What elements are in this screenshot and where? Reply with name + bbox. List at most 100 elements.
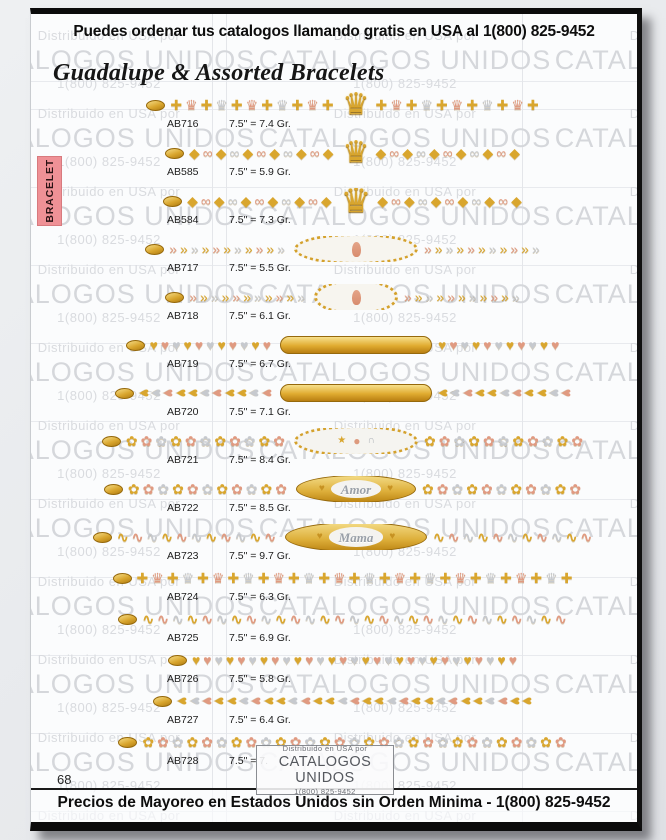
chain-link-icon: ✚ bbox=[560, 570, 576, 586]
product-code: AB720 bbox=[167, 406, 199, 418]
chain-link-icon: ✚ bbox=[439, 570, 455, 586]
product-size-weight: 7.5" = 6.1 Gr. bbox=[229, 310, 291, 322]
chain-link-icon: ∿ bbox=[481, 611, 496, 627]
chain-link-icon: ✿ bbox=[245, 481, 261, 497]
chain-link-icon: » bbox=[243, 289, 255, 305]
bracelet-center-amor-plate: ♥ Amor ♥ bbox=[296, 476, 416, 502]
chain-link-icon: ∿ bbox=[363, 611, 379, 627]
chain-link-icon: ∞ bbox=[496, 145, 510, 161]
chain-link-icon: » bbox=[212, 241, 224, 257]
chain-link-icon: ✚ bbox=[409, 570, 424, 586]
chain-link-icon: ∿ bbox=[220, 529, 235, 545]
guadalupe-figure-icon bbox=[351, 289, 361, 305]
chain-link-icon: ♥ bbox=[172, 337, 184, 353]
chain-link-icon: ✿ bbox=[541, 433, 557, 449]
chain-link-icon: ◆ bbox=[511, 193, 525, 209]
page-number: 68 bbox=[57, 772, 72, 787]
chain-link-icon: ∿ bbox=[491, 529, 507, 545]
clasp-icon bbox=[164, 147, 184, 159]
chain-link-icon: ♛ bbox=[423, 570, 440, 586]
product-size-weight: 7.5" = 7.1 Gr. bbox=[229, 406, 291, 418]
product-code: AB718 bbox=[167, 310, 199, 322]
chain-link-icon: ◆ bbox=[430, 193, 445, 209]
chain-link-icon: ♛ bbox=[151, 570, 167, 586]
chain-link-icon: ♥ bbox=[471, 337, 484, 353]
guadalupe-figure-icon bbox=[351, 241, 361, 257]
watermark-text: Distribuido en USA por bbox=[629, 652, 642, 667]
chain-link-icon: ✿ bbox=[199, 433, 215, 449]
chain-link-icon: » bbox=[297, 289, 308, 305]
chain-link-icon: ∿ bbox=[540, 611, 555, 627]
chain-link-icon: ∞ bbox=[389, 145, 403, 161]
chain-link-icon: ∿ bbox=[171, 611, 187, 627]
bracelet-image: ✚ ♛ ✚ ♛ ✚ ♛ ✚ ♛ ✚ ♛ ✚ ♛ ✚ ♛ ✚ ♛ ✚ ♛ ✚ ♛ ✚ ♛ ✚ ♛ ✚ ♛ ✚ ♛ ✚ bbox=[59, 565, 629, 591]
chain-link-icon: ∿ bbox=[131, 529, 147, 545]
watermark-text: Distribuido en USA por bbox=[629, 106, 642, 121]
chain-link-icon: ✿ bbox=[510, 481, 526, 497]
chain-link-icon: ∿ bbox=[451, 611, 467, 627]
watermark-text: Distribuido en USA por bbox=[629, 574, 642, 589]
product-code: AB725 bbox=[167, 632, 199, 644]
chain-link-icon: ∿ bbox=[378, 611, 393, 627]
chain-link-icon: ∿ bbox=[495, 611, 511, 627]
chain-link-icon: ♥ bbox=[474, 652, 487, 668]
chain-link-icon: ♛ bbox=[481, 97, 497, 113]
chain-link-icon: ✿ bbox=[438, 433, 454, 449]
product-code: AB719 bbox=[167, 358, 199, 370]
chain-link-icon: ♛ bbox=[306, 97, 322, 113]
chain-link-icon: ✚ bbox=[257, 570, 273, 586]
chain-link-icon: » bbox=[521, 241, 532, 257]
chain-link-icon: ♛ bbox=[211, 570, 228, 586]
watermark-text: CATALOGOS UNIDOS bbox=[555, 825, 642, 831]
chain-link-icon: ✿ bbox=[186, 734, 202, 750]
chain-link-icon: » bbox=[456, 241, 468, 257]
chain-link-icon: ♥ bbox=[551, 337, 563, 353]
chain-link-icon: ✿ bbox=[437, 734, 452, 750]
chain-link-icon: ✚ bbox=[500, 570, 515, 586]
chain-link-icon: ✚ bbox=[405, 97, 421, 113]
chain-link-icon: ✿ bbox=[422, 481, 437, 497]
product-list: ✚ ♛ ✚ ♛ ✚ ♛ ✚ ♛ ✚ ♛ ✚ ♛ ✚ ♛ ✚ ♛ ✚ ♛ ✚ ♛ ✚ ♛ ✚ AB716 7.5" = 7.4 G… bbox=[59, 84, 629, 769]
chain-link-icon: » bbox=[244, 241, 256, 257]
page-header-text: Puedes ordenar tus catalogos llamando gr… bbox=[73, 23, 595, 40]
chain-link-icon: ♛ bbox=[393, 570, 410, 586]
chain-link-icon: ✚ bbox=[436, 97, 451, 113]
chain-link-icon: ♥ bbox=[429, 652, 441, 668]
chain-link-icon: ∿ bbox=[477, 529, 492, 545]
chain-link-icon: » bbox=[436, 289, 448, 305]
product-label: AB585 7.5" = 5.9 Gr. bbox=[59, 166, 629, 180]
category-tab-label: BRACELET bbox=[43, 159, 56, 223]
plate-script-text: Amor bbox=[330, 479, 382, 499]
chain-link-icon: » bbox=[501, 289, 512, 305]
chain-link-icon: ✚ bbox=[469, 570, 485, 586]
chain-link-icon: ♛ bbox=[511, 97, 527, 113]
chain-link-icon: ✿ bbox=[231, 481, 246, 497]
product-size-weight: 7.5" = 7.3 Gr. bbox=[229, 214, 291, 226]
chain-link-icon: ∿ bbox=[230, 611, 246, 627]
chain-link-icon: ◆ bbox=[375, 145, 390, 161]
product-row: »»»»»»»»»»»»»»»»»»»»»» AB717 7.5" = 5.5 Gr… bbox=[59, 228, 629, 276]
chain-link-icon: ♥ bbox=[271, 652, 283, 668]
product-label: AB716 7.5" = 7.4 Gr. bbox=[59, 118, 629, 132]
chain-link-icon: ♥ bbox=[406, 652, 419, 668]
chain-link-icon: ♛ bbox=[514, 570, 531, 586]
chain-link-icon: ♥ bbox=[449, 337, 461, 353]
chain-link-icon: ◆ bbox=[294, 193, 308, 209]
product-code: AB723 bbox=[167, 550, 199, 562]
chain-link-icon: ✿ bbox=[392, 734, 408, 750]
chain-link-icon: ♥ bbox=[225, 652, 238, 668]
product-size-weight: 7.5" = 8.5 Gr. bbox=[229, 502, 291, 514]
bracelet-image: ◆ ∞ ◆ ∞ ◆ ∞ ◆ ∞ ◆ ∞ ◆ ♛ ◆ ∞ ◆ ∞ ◆ ∞ ◆ ∞ ◆ ∞ ◆ bbox=[59, 140, 629, 166]
chain-link-icon: ♥ bbox=[237, 652, 249, 668]
chain-link-icon: ✿ bbox=[184, 433, 200, 449]
bracelet-image: »»»»»»»»»»»»»»»»»»»»»» bbox=[59, 236, 629, 262]
chain-link-icon: ✿ bbox=[481, 734, 496, 750]
bracelet-center-guadalupe-oval bbox=[314, 284, 398, 310]
chain-link-icon: ♥ bbox=[486, 652, 498, 668]
clasp-icon bbox=[165, 291, 185, 303]
chain-link-icon: » bbox=[200, 289, 211, 305]
chain-link-icon: » bbox=[447, 289, 458, 305]
chain-link-icon: ♛ bbox=[272, 570, 289, 586]
chain-link-icon: ✿ bbox=[216, 481, 232, 497]
